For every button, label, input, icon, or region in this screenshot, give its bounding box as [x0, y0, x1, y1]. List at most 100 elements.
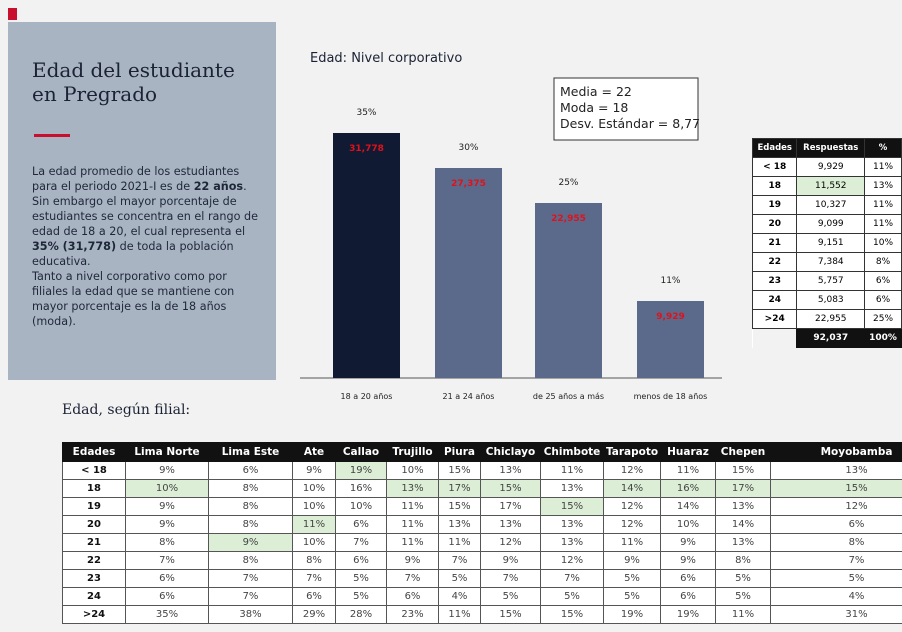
cell: 5% [603, 569, 661, 588]
cell: 11% [864, 157, 902, 177]
cell: 24 [751, 290, 798, 310]
count-label: 9,929 [656, 312, 684, 322]
row: 20 9,099 11% [751, 214, 902, 234]
stats-line: Moda = 18 [560, 100, 628, 115]
bar [637, 301, 704, 378]
cell: 8% [770, 533, 902, 552]
cell: 8% [715, 551, 771, 570]
cell: 5,757 [796, 271, 866, 291]
cell: 6% [335, 551, 387, 570]
cell: 13% [715, 497, 771, 516]
cell: 17% [438, 479, 481, 498]
header-cell: Lima Norte [125, 442, 209, 462]
row: 22 7,384 8% [751, 252, 902, 272]
cell: 10% [292, 479, 336, 498]
cell: 7% [208, 569, 293, 588]
header-cell: Chepen [715, 442, 771, 462]
cell: 6% [386, 587, 439, 606]
chart-title: Edad: Nivel corporativo [310, 51, 462, 66]
cell: 38% [208, 605, 293, 624]
cell: 22 [62, 551, 126, 570]
cell: 17% [715, 479, 771, 498]
cell: 5% [603, 587, 661, 606]
cell: 11% [715, 605, 771, 624]
cell: 11% [864, 195, 902, 215]
cell: 23% [386, 605, 439, 624]
cell: 9% [292, 461, 336, 480]
cell: 14% [603, 479, 661, 498]
cell: 8% [208, 515, 293, 534]
cell: 7% [480, 569, 541, 588]
cell: 13% [715, 533, 771, 552]
cell: 16% [660, 479, 716, 498]
cell: 14% [660, 497, 716, 516]
value-label: 35% [356, 108, 376, 118]
cell: 8% [125, 533, 209, 552]
x-tick-label: de 25 años a más [533, 392, 604, 401]
cell: 21 [751, 233, 798, 253]
cell: 13% [540, 479, 604, 498]
row: < 18 9% 6% 9% 19% 10% 15% 13% 11% 12% 11% 15% 13% [62, 461, 902, 480]
row: 24 5,083 6% [751, 290, 902, 310]
cell: 31% [770, 605, 902, 624]
cell: 7% [208, 587, 293, 606]
cell: 15% [770, 479, 902, 498]
cell: 9% [208, 533, 293, 552]
cell: 9% [386, 551, 439, 570]
cell: < 18 [751, 157, 798, 177]
cell: 5% [335, 569, 387, 588]
cell: 6% [770, 515, 902, 534]
cell: 21 [62, 533, 126, 552]
cell: 18 [62, 479, 126, 498]
cell: 8% [208, 551, 293, 570]
cell: 20 [751, 214, 798, 234]
cell: 11% [438, 533, 481, 552]
cell: 7% [540, 569, 604, 588]
cell: 13% [386, 479, 439, 498]
stats-line: Media = 22 [560, 84, 632, 99]
header-cell: Moyobamba [770, 442, 902, 462]
cell: 9% [660, 551, 716, 570]
cell: 11% [540, 461, 604, 480]
cell: 11% [386, 515, 439, 534]
cell: 7% [125, 551, 209, 570]
cell: 19% [335, 461, 387, 480]
cell: 5,083 [796, 290, 866, 310]
cell: 8% [208, 497, 293, 516]
cell: 6% [660, 569, 716, 588]
cell: 11,552 [796, 176, 866, 196]
cell: 11% [660, 461, 716, 480]
panel-title: Edad del estudiante en Pregrado [32, 58, 235, 106]
header-cell: Ate [292, 442, 336, 462]
cell: 15% [540, 497, 604, 516]
cell: 7% [386, 569, 439, 588]
header-cell: Huaraz [660, 442, 716, 462]
row: 22 7% 8% 8% 6% 9% 7% 9% 12% 9% 9% 8% 7% [62, 551, 902, 570]
header-cell: Respuestas [796, 138, 866, 158]
cell: 11% [864, 214, 902, 234]
cell: 10% [292, 533, 336, 552]
count-label: 22,955 [551, 214, 586, 224]
cell: 5% [540, 587, 604, 606]
cell: 7% [770, 551, 902, 570]
count-label: 27,375 [451, 179, 486, 189]
cell: 35% [125, 605, 209, 624]
stats-line: Desv. Estándar = 8,77 [560, 116, 700, 131]
cell: 6% [335, 515, 387, 534]
text-run: . Sin embargo el mayor porcentaje de est… [32, 180, 258, 238]
header-cell: Lima Este [208, 442, 293, 462]
cell: 14% [715, 515, 771, 534]
cell: 20 [62, 515, 126, 534]
cell: 5% [770, 569, 902, 588]
cell: 13% [540, 533, 604, 552]
cell: 18 [751, 176, 798, 196]
paragraph: La edad promedio de los estudiantes para… [32, 164, 264, 269]
cell: 7% [438, 551, 481, 570]
text-run: 22 años [193, 180, 244, 193]
cell: 12% [603, 497, 661, 516]
cell: 4% [438, 587, 481, 606]
header-cell: Chimbote [540, 442, 604, 462]
row: 20 9% 8% 11% 6% 11% 13% 13% 13% 12% 10% 14% 6% [62, 515, 902, 534]
value-label: 11% [660, 276, 680, 286]
